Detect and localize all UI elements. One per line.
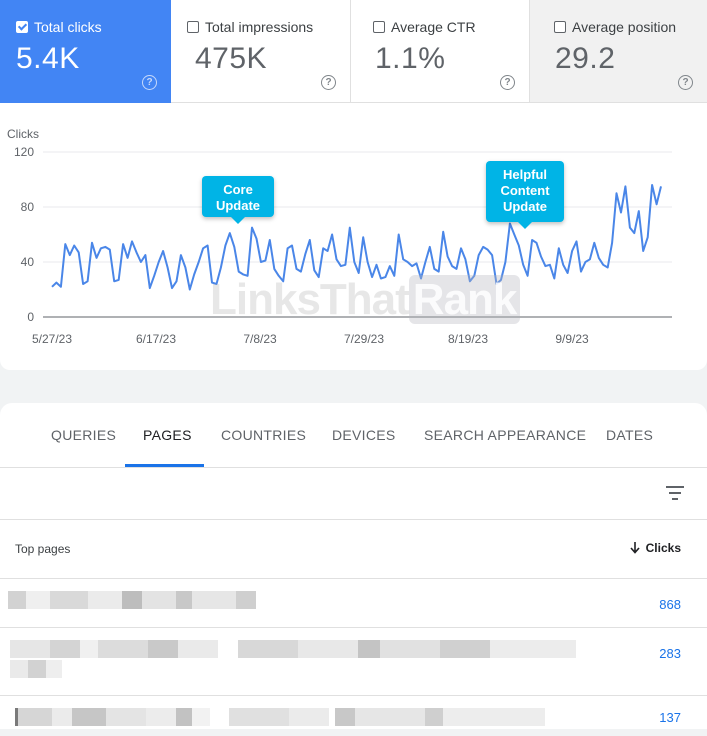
tab-queries[interactable]: QUERIES: [51, 427, 117, 443]
blurred-url-continuation: [10, 660, 62, 678]
tab-countries[interactable]: COUNTRIES: [221, 427, 307, 443]
x-tick-label: 7/29/23: [344, 332, 384, 346]
clicks-value: 283: [659, 646, 681, 661]
checkbox-checked-icon[interactable]: [16, 21, 28, 33]
help-icon[interactable]: ?: [142, 75, 157, 90]
table-header: Top pages Clicks: [0, 520, 707, 579]
help-icon[interactable]: ?: [500, 75, 515, 90]
metric-average-position[interactable]: Average position 29.2 ?: [530, 0, 707, 103]
clicks-line-chart: Clicks 0 40 80 120 5/27/23 6/17/23 7/8/23 7/29/2…: [7, 127, 672, 346]
x-tick-label: 5/27/23: [32, 332, 72, 346]
clicks-header-label: Clicks: [645, 541, 681, 555]
y-tick-label: 40: [21, 255, 35, 269]
checkbox-icon[interactable]: [554, 21, 566, 33]
table-row[interactable]: 137: [0, 696, 707, 736]
filter-icon[interactable]: [666, 486, 684, 500]
metric-total-impressions[interactable]: Total impressions 475K ?: [171, 0, 351, 103]
clicks-value: 868: [659, 597, 681, 612]
watermark-text-rank: Rank: [408, 275, 521, 324]
metric-label: Average CTR: [391, 19, 476, 35]
metric-label: Total clicks: [34, 19, 102, 35]
arrow-down-icon: [630, 542, 640, 554]
performance-chart: Clicks 0 40 80 120 5/27/23 6/17/23 7/8/23 7/29/2…: [0, 103, 707, 370]
annotation-helpful-content-update: Helpful Content Update: [486, 161, 564, 229]
table-card: QUERIES PAGES COUNTRIES DEVICES SEARCH A…: [0, 403, 707, 729]
table-row[interactable]: 283: [0, 628, 707, 696]
x-tick-label: 9/9/23: [555, 332, 589, 346]
table-row[interactable]: 868: [0, 579, 707, 628]
metric-label: Average position: [572, 19, 677, 35]
blurred-url: [15, 708, 545, 726]
watermark-logo: LinksThatRank: [210, 275, 521, 325]
x-tick-label: 8/19/23: [448, 332, 488, 346]
active-tab-indicator: [125, 464, 204, 467]
tab-dates[interactable]: DATES: [606, 427, 654, 443]
checkbox-icon[interactable]: [187, 21, 199, 33]
y-tick-label: 120: [14, 145, 34, 159]
y-axis-title: Clicks: [7, 127, 39, 141]
clicks-series-line: [51, 184, 662, 291]
metric-value: 1.1%: [375, 42, 446, 75]
checkbox-icon[interactable]: [373, 21, 385, 33]
metric-total-clicks[interactable]: Total clicks 5.4K ?: [0, 0, 171, 103]
tab-pages[interactable]: PAGES: [143, 427, 192, 443]
help-icon[interactable]: ?: [678, 75, 693, 90]
x-tick-label: 6/17/23: [136, 332, 176, 346]
tab-search-appearance[interactable]: SEARCH APPEARANCE: [424, 427, 587, 443]
y-tick-label: 0: [27, 310, 34, 324]
filter-bar: [0, 468, 707, 520]
annotation-core-update: Core Update: [202, 176, 274, 224]
metric-cards: Total clicks 5.4K ? Total impressions 47…: [0, 0, 707, 103]
blurred-url: [10, 640, 576, 658]
dimension-tabs: QUERIES PAGES COUNTRIES DEVICES SEARCH A…: [0, 403, 707, 468]
tab-devices[interactable]: DEVICES: [332, 427, 396, 443]
x-tick-label: 7/8/23: [243, 332, 277, 346]
metric-value: 475K: [195, 42, 268, 75]
column-header-clicks[interactable]: Clicks: [630, 541, 681, 555]
metric-value: 29.2: [555, 42, 616, 75]
column-header-top-pages: Top pages: [15, 542, 71, 556]
watermark-text: LinksThat: [210, 275, 410, 324]
clicks-value: 137: [659, 710, 681, 725]
y-tick-label: 80: [21, 200, 35, 214]
help-icon[interactable]: ?: [321, 75, 336, 90]
metric-value: 5.4K: [16, 42, 80, 75]
blurred-url: [8, 591, 256, 609]
metric-average-ctr[interactable]: Average CTR 1.1% ?: [351, 0, 530, 103]
metric-label: Total impressions: [205, 19, 314, 35]
